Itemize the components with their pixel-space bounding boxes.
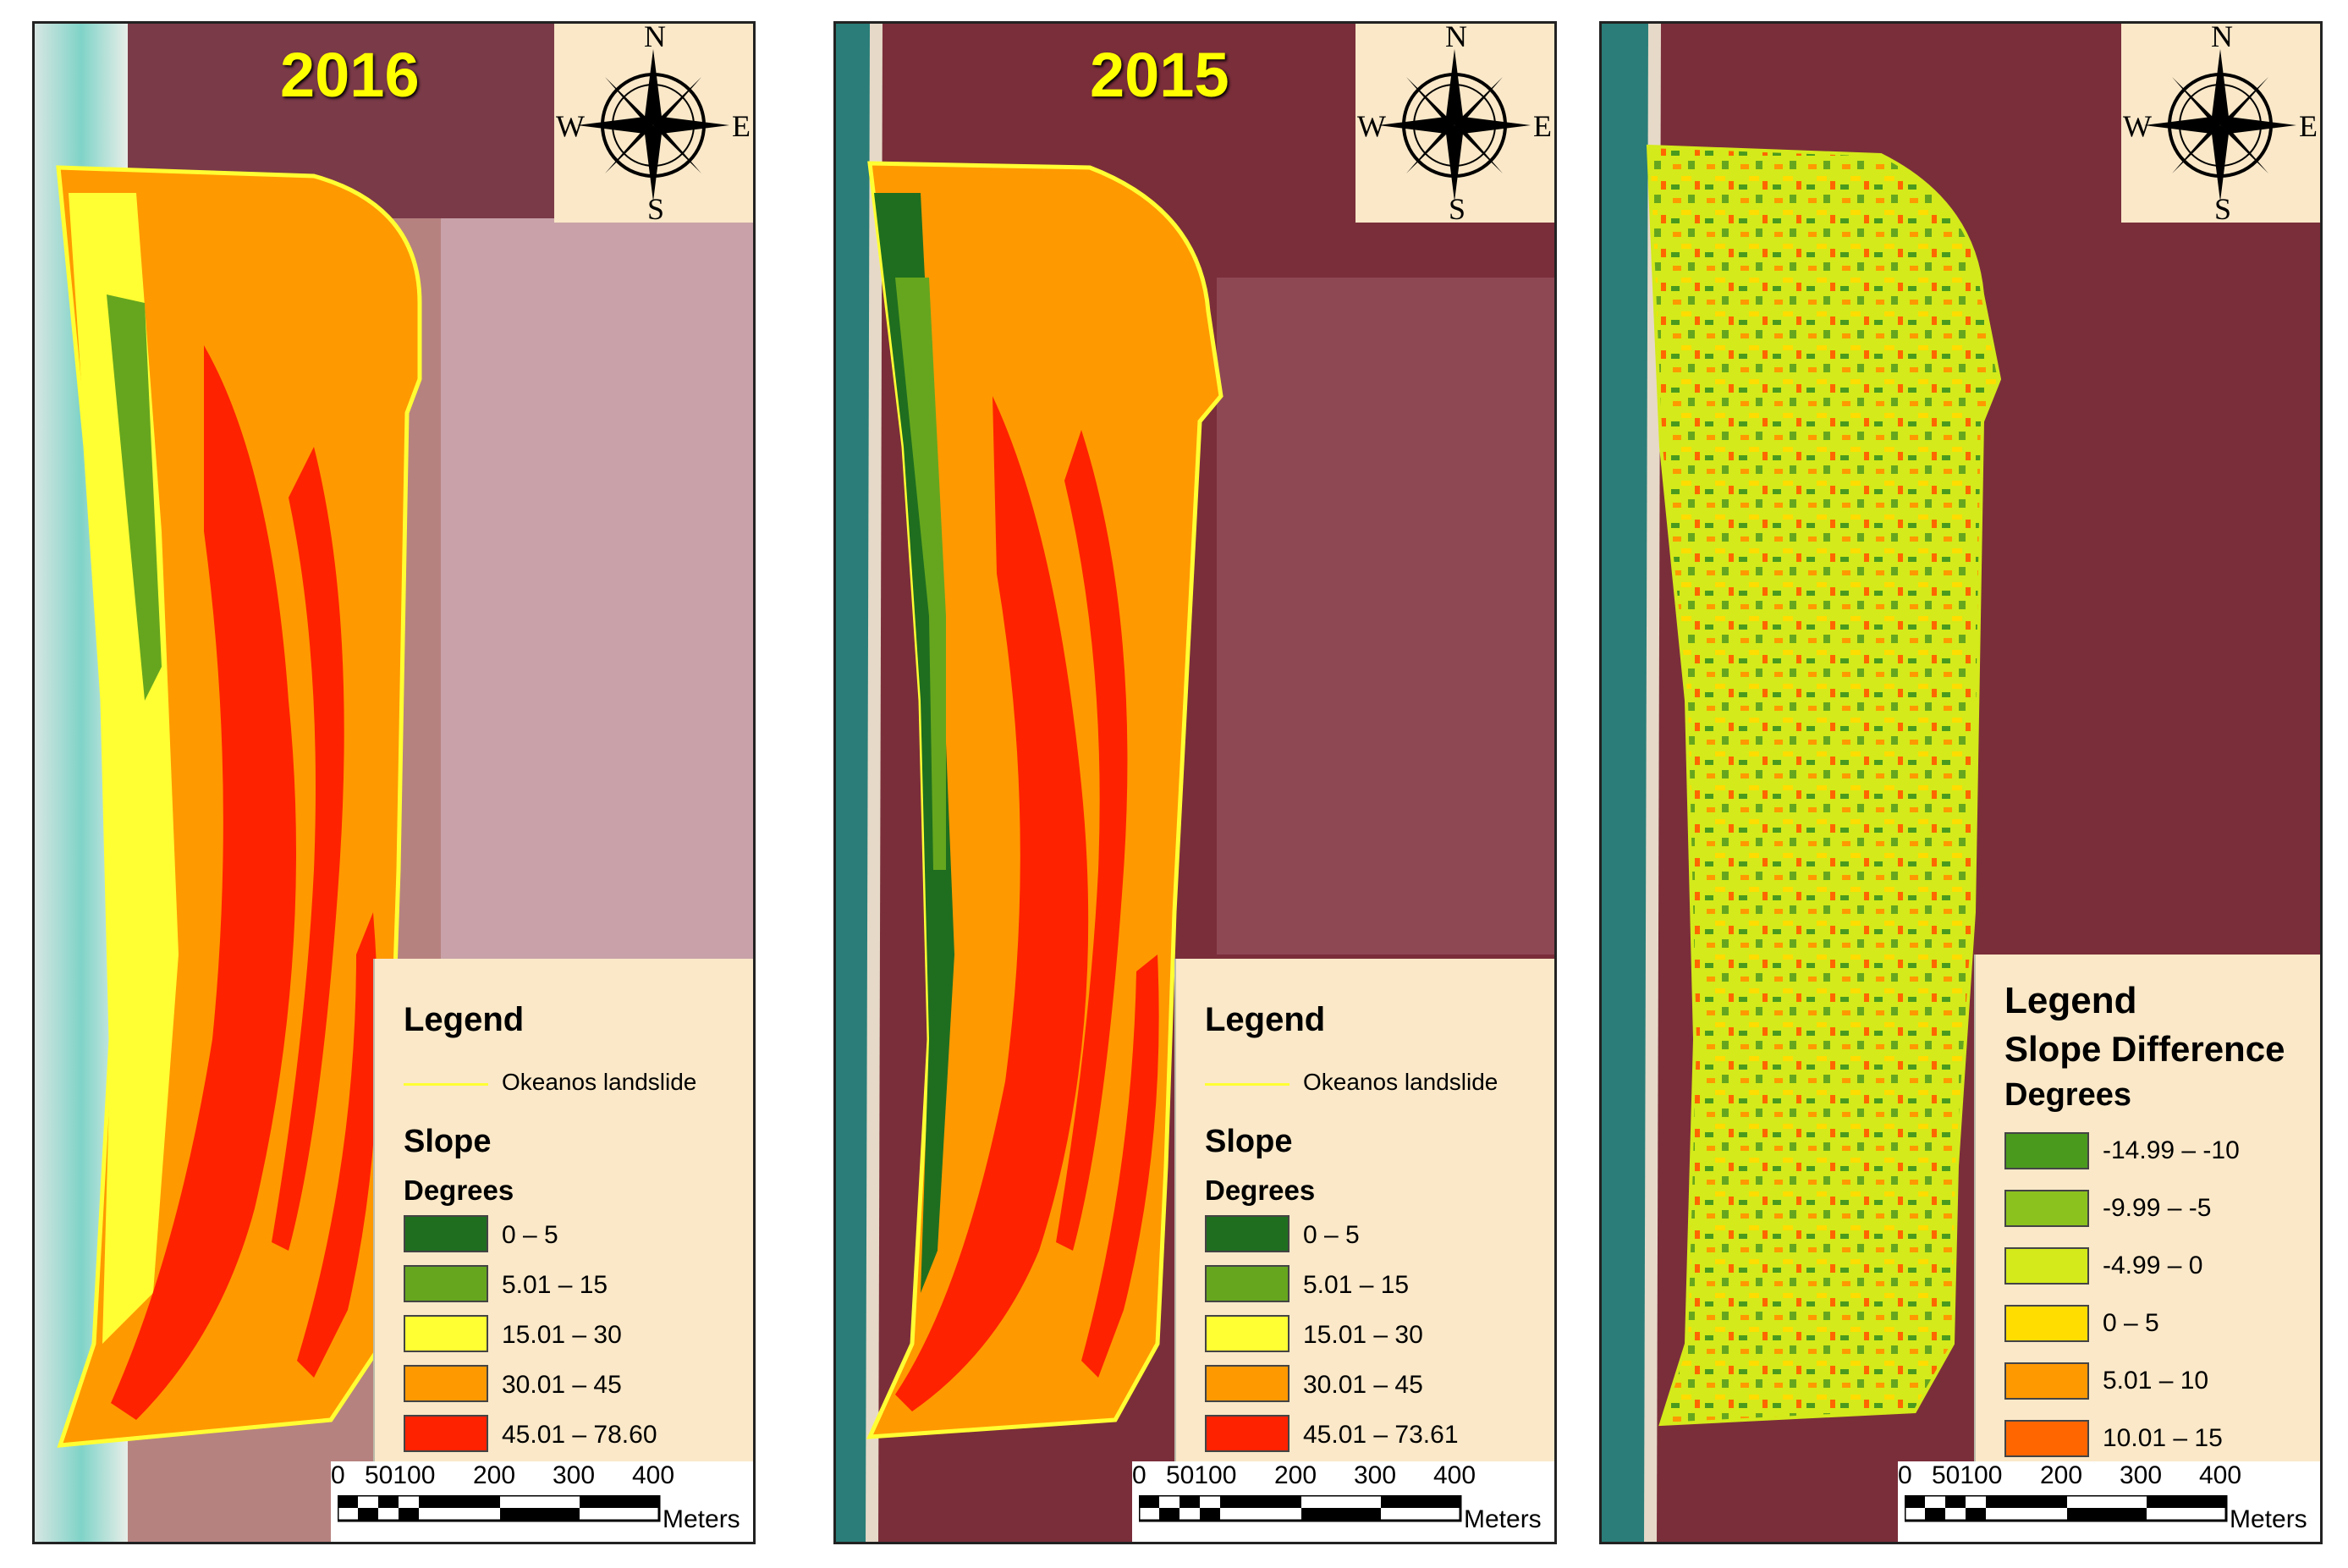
compass-e: E: [1533, 109, 1552, 143]
north-arrow: N S E W: [1355, 21, 1554, 226]
scale-unit: Meters: [2230, 1505, 2307, 1533]
legend-swatch: [2004, 1247, 2089, 1285]
scale-tick: 400: [632, 1461, 675, 1489]
compass-n: N: [1445, 21, 1467, 53]
year-label: 2015: [1090, 40, 1229, 110]
units-label: Degrees: [2004, 1077, 2131, 1113]
compass-rose-icon: [2144, 49, 2296, 201]
compass-s: S: [647, 192, 665, 226]
layer-title: Slope Difference: [2004, 1029, 2285, 1069]
map-panel-slope-difference[interactable]: N S E W Legend Slope Difference Degrees …: [1599, 21, 2323, 1544]
scale-tick: 400: [2199, 1461, 2242, 1489]
layer-title: Slope: [404, 1124, 492, 1159]
compass-rose-icon: [577, 49, 729, 201]
scale-tick: 0: [1898, 1461, 1912, 1489]
legend-class-label: 15.01 – 30: [502, 1321, 622, 1349]
legend-title: Legend: [404, 1001, 525, 1038]
year-label: 2016: [280, 40, 420, 110]
compass-n: N: [644, 21, 666, 53]
legend-swatch: [1205, 1415, 1289, 1452]
north-arrow: N S E W: [554, 21, 753, 226]
legend-swatch: [1205, 1315, 1289, 1352]
legend-class-label: 0 – 5: [502, 1221, 558, 1249]
legend-swatch: [404, 1365, 488, 1402]
slope-difference-area: [1646, 144, 2002, 1427]
scale-tick: 0: [1132, 1461, 1147, 1489]
boundary-label: Okeanos landslide: [502, 1069, 697, 1095]
legend: Legend Slope Difference Degrees -14.99 –…: [1974, 955, 2320, 1479]
scale-tick: 200: [473, 1461, 516, 1489]
scale-bar-graphic: [1139, 1495, 1462, 1522]
legend-swatch: [404, 1415, 488, 1452]
scale-tick: 50100: [365, 1461, 436, 1489]
scale-tick: 0: [331, 1461, 345, 1489]
legend-class-label: 5.01 – 10: [2103, 1367, 2209, 1395]
legend-class-label: 45.01 – 73.61: [1303, 1421, 1459, 1449]
legend-class-label: -14.99 – -10: [2103, 1136, 2240, 1164]
boundary-label: Okeanos landslide: [1303, 1069, 1498, 1095]
scale-tick: 200: [2040, 1461, 2083, 1489]
scale-tick: 300: [2120, 1461, 2163, 1489]
compass-w: W: [1357, 109, 1386, 143]
legend-swatch: [404, 1215, 488, 1252]
legend-swatch: [404, 1265, 488, 1302]
scale-bar-graphic: [338, 1495, 661, 1522]
map-panel-2015[interactable]: 2015 N S E W Legend Okeanos landslide Sl…: [833, 21, 1557, 1544]
units-label: Degrees: [1205, 1175, 1316, 1206]
scale-bar: 0 50100 200 300 400 Meters: [1132, 1461, 1554, 1542]
scale-bar: 0 50100 200 300 400 Meters: [331, 1461, 753, 1542]
boundary-line-icon: [1205, 1083, 1289, 1086]
legend-swatch: [2004, 1305, 2089, 1342]
layer-title: Slope: [1205, 1124, 1293, 1159]
scale-tick: 50100: [1932, 1461, 2003, 1489]
legend-swatch: [2004, 1362, 2089, 1400]
legend-class-label: -9.99 – -5: [2103, 1194, 2212, 1222]
compass-e: E: [732, 109, 751, 143]
legend-class-label: -4.99 – 0: [2103, 1252, 2203, 1279]
legend-swatch: [2004, 1190, 2089, 1227]
legend-class-label: 10.01 – 15: [2103, 1424, 2223, 1452]
units-label: Degrees: [404, 1175, 514, 1206]
compass-rose-icon: [1378, 49, 1531, 201]
legend-class-label: 5.01 – 15: [502, 1271, 608, 1299]
legend-class-label: 0 – 5: [2103, 1309, 2159, 1337]
compass-w: W: [556, 109, 585, 143]
legend-swatch: [404, 1315, 488, 1352]
legend: Legend Okeanos landslide Slope Degrees 0…: [373, 959, 753, 1483]
compass-s: S: [1449, 192, 1466, 226]
scale-unit: Meters: [663, 1505, 740, 1533]
legend-class-label: 30.01 – 45: [1303, 1371, 1423, 1399]
legend-title: Legend: [2004, 980, 2137, 1021]
legend-class-label: 15.01 – 30: [1303, 1321, 1423, 1349]
map-panel-2016[interactable]: 2016 N S E W Legend Okeanos landslide Sl…: [32, 21, 756, 1544]
legend-title: Legend: [1205, 1001, 1326, 1038]
legend-class-label: 5.01 – 15: [1303, 1271, 1410, 1299]
legend-swatch: [1205, 1215, 1289, 1252]
boundary-line-icon: [404, 1083, 488, 1086]
north-arrow: N S E W: [2121, 21, 2320, 226]
scale-tick: 300: [553, 1461, 596, 1489]
legend-class-label: 45.01 – 78.60: [502, 1421, 657, 1449]
legend-class-label: 30.01 – 45: [502, 1371, 622, 1399]
scale-tick: 200: [1274, 1461, 1317, 1489]
scale-tick: 50100: [1166, 1461, 1237, 1489]
legend-class-label: 0 – 5: [1303, 1221, 1360, 1249]
scale-bar: 0 50100 200 300 400 Meters: [1898, 1461, 2320, 1542]
legend-swatch: [2004, 1420, 2089, 1457]
scale-tick: 400: [1433, 1461, 1476, 1489]
compass-w: W: [2123, 109, 2152, 143]
scale-tick: 300: [1354, 1461, 1397, 1489]
legend-swatch: [2004, 1132, 2089, 1169]
compass-n: N: [2211, 21, 2233, 53]
compass-s: S: [2214, 192, 2232, 226]
scale-bar-graphic: [1905, 1495, 2228, 1522]
compass-e: E: [2299, 109, 2318, 143]
legend-swatch: [1205, 1365, 1289, 1402]
legend-swatch: [1205, 1265, 1289, 1302]
scale-unit: Meters: [1464, 1505, 1542, 1533]
legend: Legend Okeanos landslide Slope Degrees 0…: [1174, 959, 1554, 1483]
